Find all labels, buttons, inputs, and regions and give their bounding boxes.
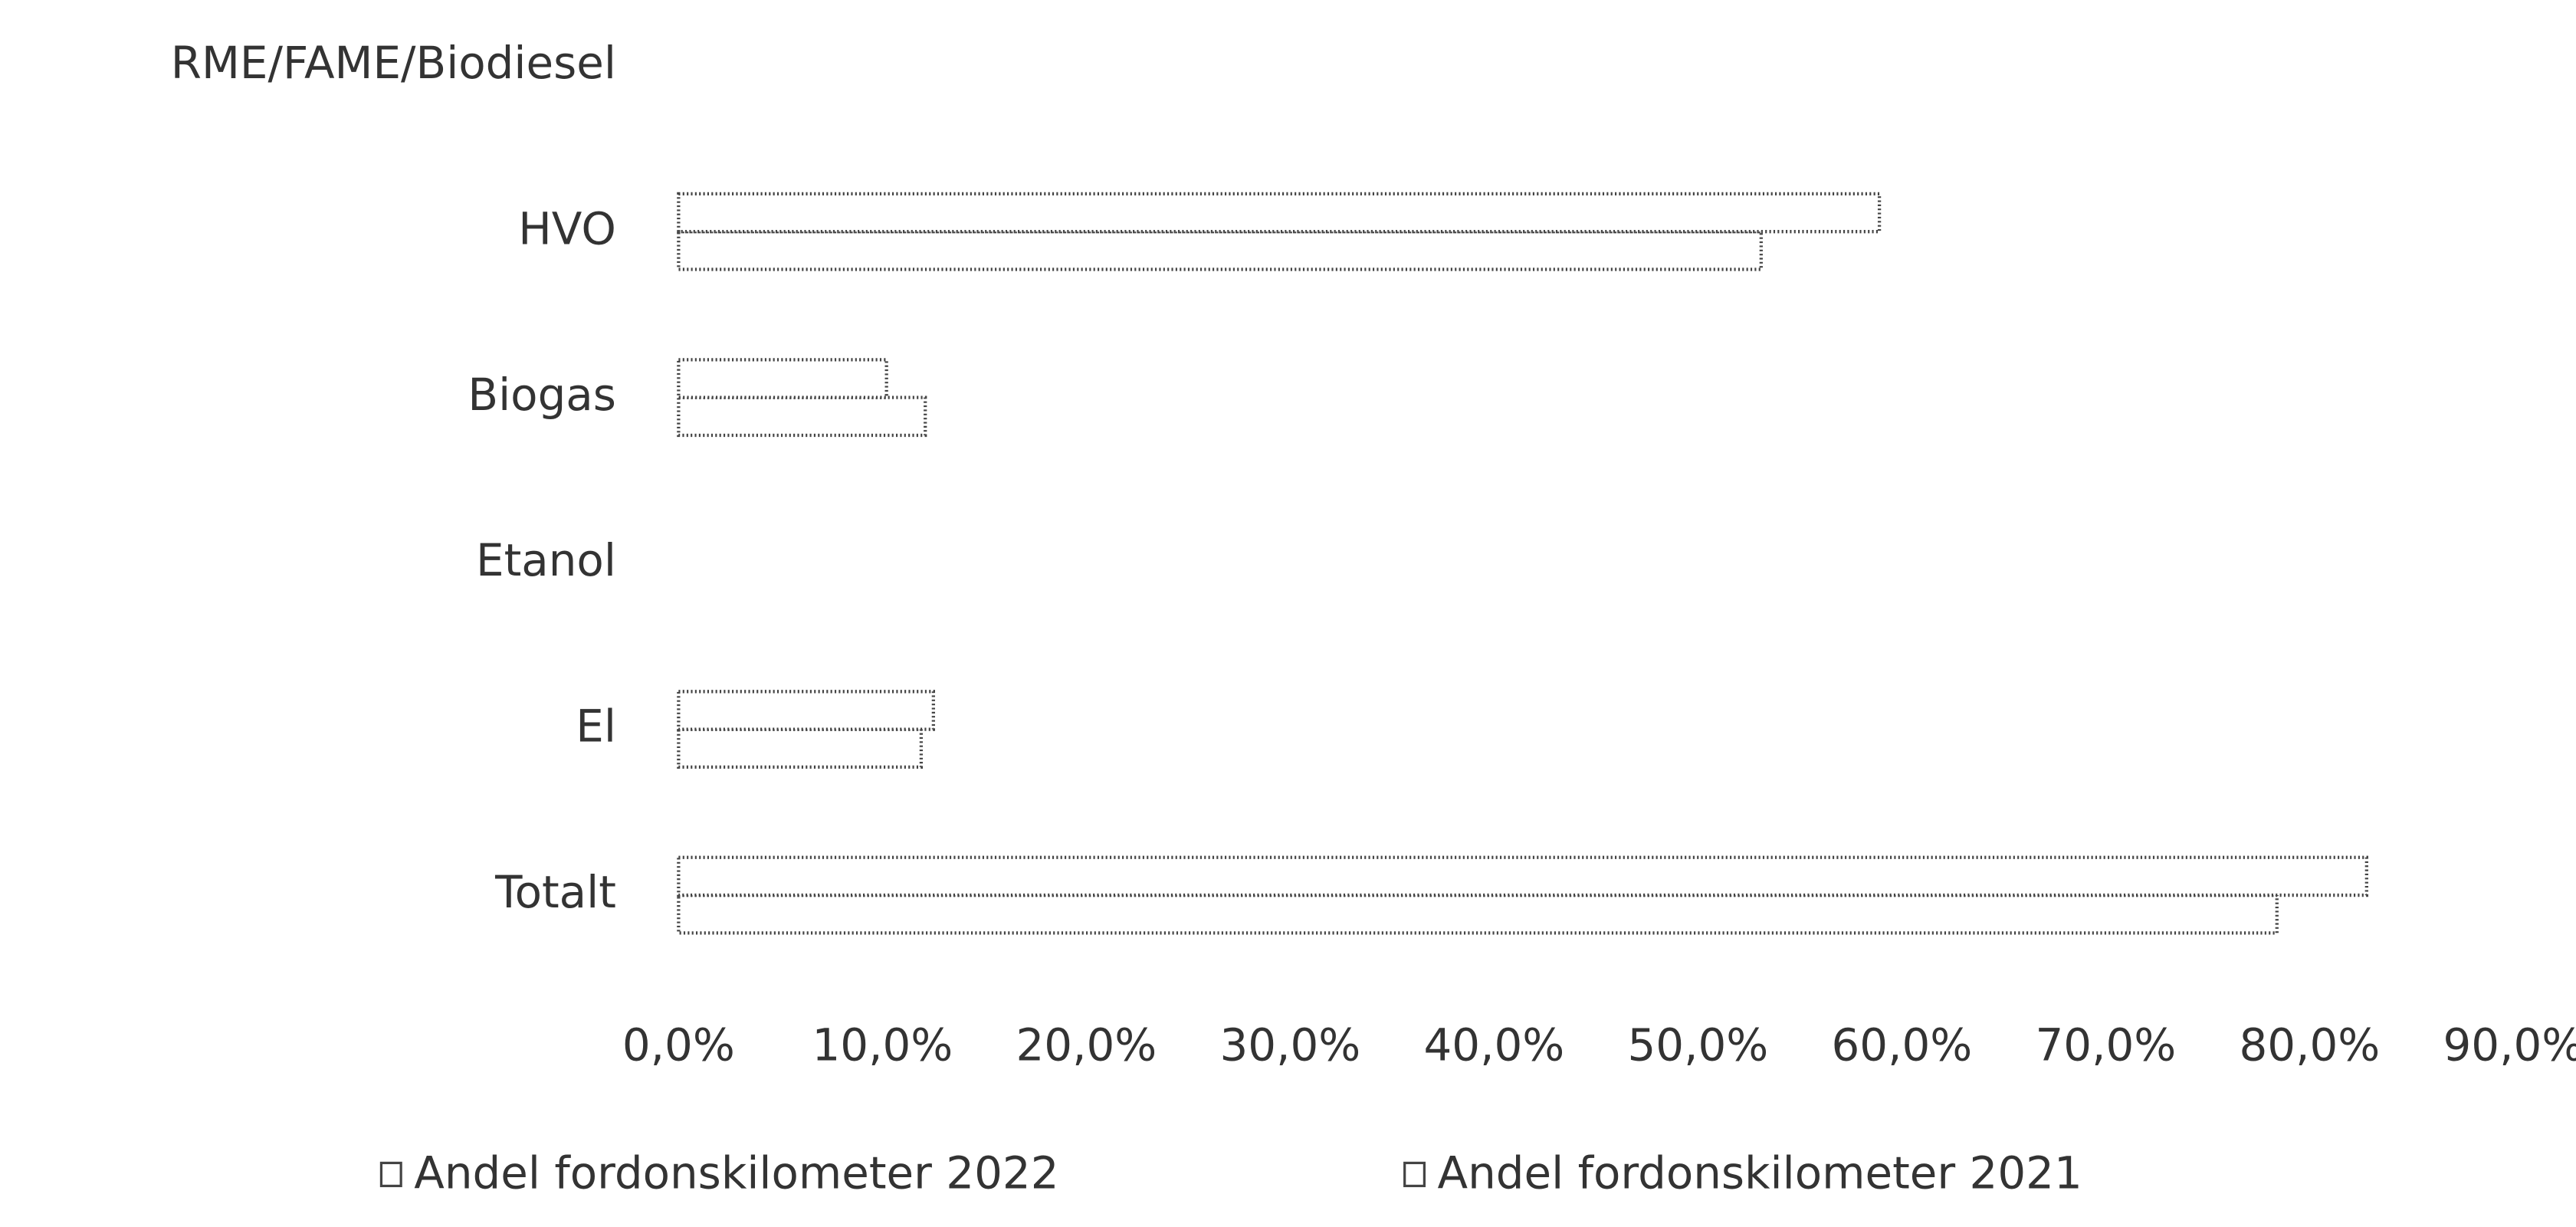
- y-tick-label: Totalt: [494, 866, 616, 918]
- bar: [677, 855, 2368, 897]
- bar: [677, 192, 1882, 234]
- y-tick-label: Biogas: [468, 369, 615, 421]
- y-tick-label: Etanol: [476, 534, 616, 586]
- x-tick-label: 60,0%: [1831, 1019, 1972, 1071]
- y-tick-label: RME/FAME/Biodiesel: [171, 37, 616, 89]
- legend-swatch: [1403, 1161, 1426, 1188]
- bar: [677, 893, 2279, 935]
- x-tick-label: 70,0%: [2035, 1019, 2176, 1071]
- bar: [677, 230, 1763, 271]
- legend-label: Andel fordonskilometer 2022: [414, 1147, 1058, 1199]
- x-tick-label: 90,0%: [2443, 1019, 2576, 1071]
- x-tick-label: 30,0%: [1219, 1019, 1360, 1071]
- x-tick-label: 10,0%: [812, 1019, 953, 1071]
- bar: [677, 358, 888, 399]
- x-tick-label: 20,0%: [1016, 1019, 1157, 1071]
- x-tick-label: 40,0%: [1423, 1019, 1564, 1071]
- y-tick-label: El: [576, 700, 616, 753]
- legend-swatch: [379, 1161, 402, 1188]
- x-tick-label: 0,0%: [622, 1019, 735, 1071]
- y-tick-label: HVO: [518, 202, 616, 254]
- x-tick-label: 50,0%: [1627, 1019, 1768, 1071]
- bar: [677, 727, 924, 769]
- x-tick-label: 80,0%: [2239, 1019, 2380, 1071]
- legend-label: Andel fordonskilometer 2021: [1438, 1147, 2082, 1199]
- bar: [677, 395, 927, 438]
- bar: [677, 690, 936, 731]
